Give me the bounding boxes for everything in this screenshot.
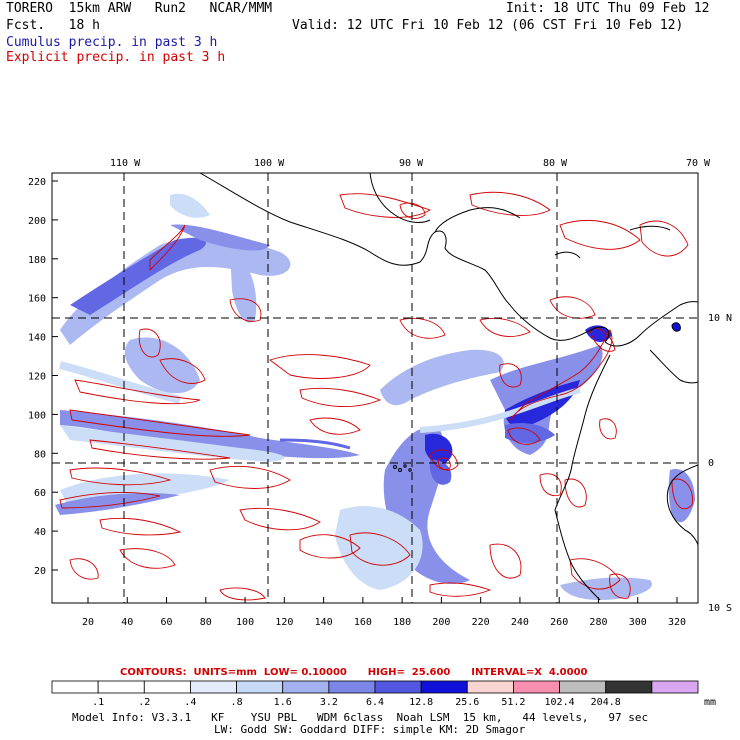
colorbar-tick-label: 102.4 <box>545 697 575 708</box>
left-tick-label: 100 <box>28 410 46 421</box>
colorbar-tick-label: .8 <box>231 697 243 708</box>
colorbar-tick-label: 51.2 <box>501 697 525 708</box>
bottom-tick-label: 140 <box>315 617 333 628</box>
colorbar-swatch <box>466 680 514 694</box>
colorbar-tick-label: 12.8 <box>409 697 433 708</box>
right-label-10n: 10 N <box>708 313 732 324</box>
bottom-tick-label: 20 <box>82 617 94 628</box>
precip-fields <box>52 173 698 603</box>
bottom-tick-label: 280 <box>589 617 607 628</box>
colorbar-unit: mm <box>704 697 716 708</box>
colorbar-swatch <box>143 680 191 694</box>
bottom-tick-label: 300 <box>629 617 647 628</box>
colorbar-swatch <box>97 680 145 694</box>
valid-time: Valid: 12 UTC Fri 10 Feb 12 (06 CST Fri … <box>292 18 684 33</box>
right-label-0: 0 <box>708 458 714 469</box>
left-tick-label: 20 <box>34 566 46 577</box>
contour-info: CONTOURS: UNITS=mm LOW= 0.10000 HIGH= 25… <box>120 667 588 678</box>
colorbar-swatch <box>605 680 653 694</box>
left-tick-label: 200 <box>28 216 46 227</box>
bottom-tick-label: 240 <box>511 617 529 628</box>
bottom-tick-label: 220 <box>472 617 490 628</box>
left-tick-label: 120 <box>28 372 46 383</box>
bottom-tick-label: 260 <box>550 617 568 628</box>
top-label-90w: 90 W <box>399 158 424 169</box>
left-tick-label: 220 <box>28 177 46 188</box>
colorbar: .1 .2 .4 .8 1.6 3.2 6.4 12.8 25.6 51.2 102.4 204.8 <box>51 680 699 708</box>
left-tick-label: 60 <box>34 488 46 499</box>
colorbar-swatch <box>651 680 699 694</box>
bottom-tick-label: 100 <box>236 617 254 628</box>
cumulus-legend: Cumulus precip. in past 3 h <box>6 35 218 50</box>
map-frame <box>51 172 699 604</box>
bottom-tick-label: 80 <box>200 617 212 628</box>
left-tick-label: 160 <box>28 294 46 305</box>
left-tick-label: 140 <box>28 333 46 344</box>
colorbar-tick-label: 204.8 <box>591 697 621 708</box>
bottom-tick-label: 160 <box>354 617 372 628</box>
colorbar-swatch <box>559 680 607 694</box>
colorbar-swatch <box>328 680 376 694</box>
colorbar-swatch <box>190 680 237 694</box>
colorbar-tick-label: .2 <box>138 697 150 708</box>
model-title: TORERO 15km ARW Run2 NCAR/MMM <box>6 1 273 16</box>
right-label-10s: 10 S <box>708 603 732 614</box>
colorbar-swatch <box>51 680 99 694</box>
colorbar-tick-label: 6.4 <box>366 697 384 708</box>
left-tick-label: 40 <box>34 527 46 538</box>
colorbar-swatch <box>513 680 560 694</box>
explicit-legend: Explicit precip. in past 3 h <box>6 50 226 65</box>
left-tick-label: 80 <box>34 449 46 460</box>
forecast-hour: Fcst. 18 h <box>6 18 100 33</box>
colorbar-tick-label: 3.2 <box>320 697 338 708</box>
bottom-tick-label: 120 <box>275 617 293 628</box>
bottom-tick-label: 40 <box>121 617 133 628</box>
bottom-tick-label: 60 <box>161 617 173 628</box>
top-label-110w: 110 W <box>110 158 141 169</box>
top-label-80w: 80 W <box>543 158 568 169</box>
colorbar-tick-label: .1 <box>92 697 104 708</box>
colorbar-tick-label: 1.6 <box>274 697 292 708</box>
bottom-tick-label: 320 <box>668 617 686 628</box>
init-time: Init: 18 UTC Thu 09 Feb 12 <box>506 1 710 16</box>
colorbar-swatch <box>236 680 284 694</box>
colorbar-tick-label: .4 <box>184 697 196 708</box>
model-info: Model Info: V3.3.1 KF YSU PBL WDM 6class… <box>72 711 649 724</box>
colorbar-swatch <box>282 680 330 694</box>
colorbar-tick-label: 25.6 <box>455 697 479 708</box>
model-physics: LW: Godd SW: Goddard DIFF: simple KM: 2D… <box>214 723 526 736</box>
bottom-tick-label: 180 <box>393 617 411 628</box>
left-tick-label: 180 <box>28 255 46 266</box>
top-label-100w: 100 W <box>254 158 285 169</box>
lat-lon-grid <box>52 173 698 603</box>
colorbar-swatch <box>420 680 468 694</box>
top-label-70w: 70 W <box>686 158 711 169</box>
bottom-tick-label: 200 <box>432 617 450 628</box>
colorbar-swatch <box>374 680 422 694</box>
